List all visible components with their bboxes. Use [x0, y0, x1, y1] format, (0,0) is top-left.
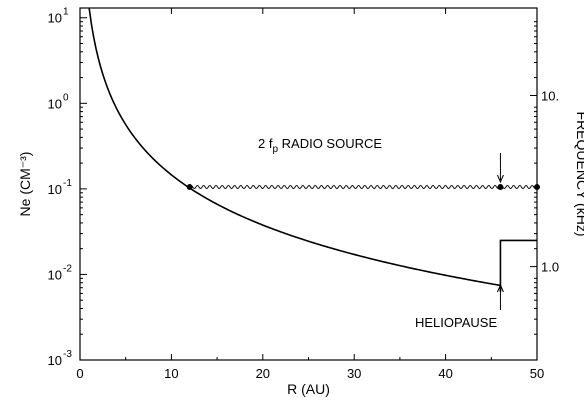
- y-axis-label: Ne (CM⁻³): [17, 152, 33, 217]
- y-tick-exponent: 1: [63, 7, 69, 18]
- x-axis-label: R (AU): [287, 381, 330, 397]
- source-marker-dot: [186, 184, 193, 191]
- y-tick-label: 10: [48, 182, 62, 197]
- x-tick-label: 40: [438, 366, 452, 381]
- x-tick-label: 10: [164, 366, 178, 381]
- right-axis-label: FREQUENCY (kHz): [574, 112, 584, 237]
- x-tick-label: 20: [256, 366, 270, 381]
- y-tick-label: 10: [48, 96, 62, 111]
- source-marker-dot: [497, 184, 504, 191]
- density-curve: [88, 7, 502, 292]
- y-tick-label: 10: [48, 353, 62, 368]
- heliopause-label: HELIOPAUSE: [415, 315, 497, 330]
- plot-frame: [79, 7, 538, 361]
- x-tick-label: 30: [347, 366, 361, 381]
- source-marker-dot: [534, 184, 540, 191]
- radio-source-wavy-line: [189, 185, 538, 190]
- heliopause-step-line: [499, 239, 537, 292]
- y-tick-exponent: 0: [63, 92, 69, 103]
- heliopause-arrowhead: [496, 283, 504, 293]
- radio-source-arrowhead: [496, 174, 504, 184]
- y-tick-label: 10: [48, 267, 62, 282]
- radio-source-label: 2 fp RADIO SOURCE: [258, 136, 382, 155]
- x-tick-label: 50: [530, 366, 544, 381]
- y-tick-exponent: -3: [63, 349, 72, 360]
- right-tick-label: 1.0: [541, 260, 559, 275]
- y-tick-exponent: -2: [63, 263, 72, 274]
- series: [88, 7, 540, 292]
- axes: R (AU) Ne (CM⁻³) FREQUENCY (kHz): [17, 7, 584, 397]
- y-tick-exponent: -1: [63, 178, 72, 189]
- annotations: 2 fp RADIO SOURCE HELIOPAUSE: [258, 136, 504, 330]
- x-tick-label: 0: [76, 366, 83, 381]
- right-tick-label: 10.: [541, 88, 559, 103]
- y-tick-label: 10: [48, 11, 62, 26]
